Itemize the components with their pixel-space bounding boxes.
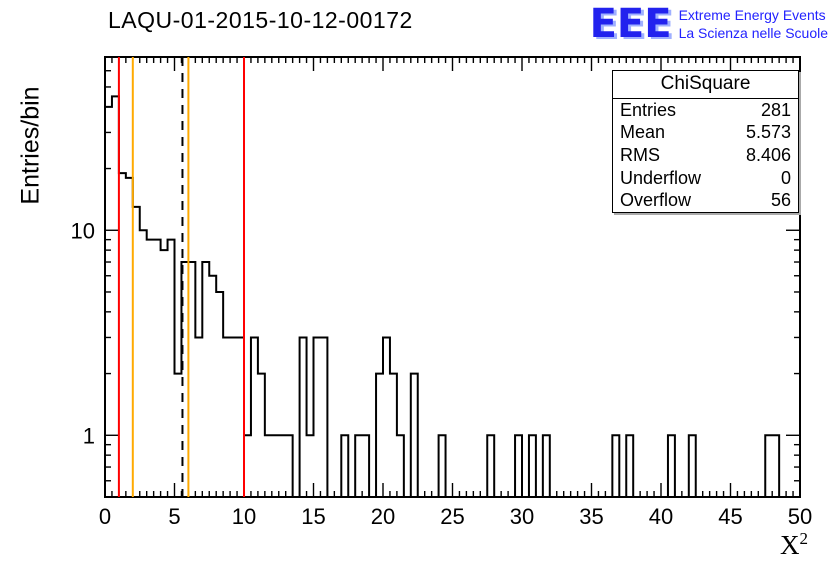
svg-text:10: 10 [71,218,95,243]
svg-text:1: 1 [83,423,95,448]
x-axis-title-base: X [780,530,800,560]
y-axis-title: Entries/bin [16,86,45,205]
eee-logo-text: Extreme Energy Events La Scienza nelle S… [679,6,828,42]
stats-value: 5.573 [745,122,791,143]
svg-text:40: 40 [649,504,673,529]
stats-label: Entries [620,99,677,120]
stats-value: 56 [770,190,791,211]
svg-text:45: 45 [718,504,742,529]
stats-box-title: ChiSquare [613,71,798,99]
svg-text:30: 30 [510,504,534,529]
eee-logo-acronym: EEE [589,1,672,47]
page-title: LAQU-01-2015-10-12-00172 [108,7,413,33]
eee-logo-line1: Extreme Energy Events [678,6,826,23]
stats-label: Underflow [620,167,702,188]
x-axis-title-exponent: 2 [799,529,809,548]
svg-text:20: 20 [371,504,395,529]
x-axis-title: X2 [780,529,808,561]
stats-row-mean: Mean 5.573 [613,122,798,145]
svg-text:15: 15 [301,504,325,529]
svg-text:35: 35 [579,504,603,529]
stats-value: 8.406 [745,144,791,165]
stats-row-underflow: Underflow 0 [613,167,798,190]
eee-logo-line2: La Scienza nelle Scuole [678,25,828,41]
stats-label: RMS [620,144,660,165]
stats-box: ChiSquare Entries 281 Mean 5.573 RMS 8.4… [612,70,799,213]
stats-label: Mean [620,122,666,143]
stats-row-overflow: Overflow 56 [613,189,798,212]
eee-logo: EEE Extreme Energy Events La Scienza nel… [590,3,828,45]
svg-text:10: 10 [232,504,256,529]
stats-label: Overflow [620,190,692,211]
svg-text:50: 50 [788,504,812,529]
stats-value: 0 [780,167,791,188]
stats-value: 281 [760,99,791,120]
svg-text:0: 0 [99,504,111,529]
stats-row-entries: Entries 281 [613,99,798,122]
stats-row-rms: RMS 8.406 [613,144,798,167]
svg-text:5: 5 [168,504,180,529]
svg-text:25: 25 [440,504,464,529]
